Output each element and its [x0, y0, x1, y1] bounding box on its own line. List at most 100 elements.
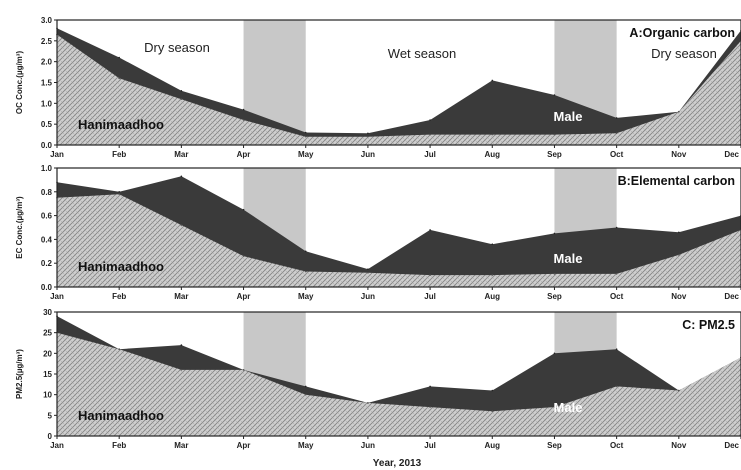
point-male — [615, 117, 618, 119]
x-tick-label: Mar — [174, 441, 188, 450]
x-tick-label: Jun — [361, 292, 375, 301]
point-hanimaadhoo — [491, 410, 494, 413]
y-tick-label: 1.0 — [41, 99, 53, 108]
season-annotation-1: Dry season — [144, 40, 210, 55]
point-male — [118, 191, 120, 193]
y-tick-label: 2.5 — [41, 37, 53, 46]
x-tick-label: Apr — [237, 292, 251, 301]
point-male — [180, 344, 183, 346]
series-label-hanimaadhoo: Hanimaadhoo — [78, 117, 164, 132]
y-tick-label: 5 — [48, 411, 53, 420]
point-male — [429, 229, 431, 231]
x-tick-label: May — [298, 292, 314, 301]
y-tick-label: 25 — [43, 329, 52, 338]
x-tick-label: May — [298, 441, 314, 450]
y-tick-label: 0.6 — [41, 212, 53, 221]
x-tick-label: Feb — [112, 150, 126, 159]
point-male — [553, 232, 556, 235]
y-tick-label: 0 — [48, 432, 53, 441]
x-tick-label: Jun — [361, 441, 375, 450]
y-tick-label: 2.0 — [41, 58, 53, 67]
point-hanimaadhoo — [615, 132, 618, 135]
x-tick-label: Aug — [484, 441, 500, 450]
series-area-hanimaadhoo — [57, 332, 741, 436]
series-area-hanimaadhoo — [57, 34, 741, 145]
panel-title: C: PM2.5 — [682, 318, 735, 332]
x-tick-label: Apr — [237, 441, 251, 450]
y-tick-label: 3.0 — [41, 16, 53, 25]
y-tick-label: 0.5 — [41, 120, 53, 129]
point-male — [367, 268, 369, 270]
point-hanimaadhoo — [242, 119, 245, 121]
point-hanimaadhoo — [118, 193, 120, 195]
x-tick-label: Jan — [50, 292, 64, 301]
point-hanimaadhoo — [615, 273, 618, 275]
y-tick-label: 15 — [43, 370, 52, 379]
point-hanimaadhoo — [678, 110, 680, 113]
series-label-male: Male — [554, 400, 583, 415]
point-male — [304, 250, 307, 253]
point-male — [491, 79, 494, 82]
x-tick-label: Feb — [112, 441, 126, 450]
x-tick-label: Aug — [484, 150, 500, 159]
y-axis-label: OC Conc.(µg/m³) — [15, 51, 24, 115]
x-tick-label: Oct — [610, 292, 624, 301]
y-tick-label: 20 — [43, 349, 52, 358]
point-male — [304, 131, 307, 134]
chart-panel-3: 0 5 10 15 20 25 30 Jan Feb Mar Apr May Jun Jul Aug Sep O… — [15, 308, 741, 450]
point-male — [367, 132, 369, 135]
x-tick-label: Mar — [174, 292, 188, 301]
point-hanimaadhoo — [429, 406, 431, 408]
point-male — [180, 175, 183, 178]
point-male — [118, 56, 120, 59]
x-tick-label: May — [298, 150, 314, 159]
point-hanimaadhoo — [304, 135, 307, 138]
point-male — [491, 243, 494, 245]
x-tick-label: Dec — [724, 441, 739, 450]
point-male — [615, 226, 618, 229]
point-male — [429, 385, 431, 388]
x-tick-label: Mar — [174, 150, 188, 159]
point-male — [553, 94, 556, 96]
point-male — [553, 352, 556, 355]
x-tick-label: Aug — [484, 292, 500, 301]
series-label-hanimaadhoo: Hanimaadhoo — [78, 259, 164, 274]
y-tick-label: 0.0 — [41, 141, 53, 150]
x-tick-label: Sep — [547, 150, 562, 159]
panel-title: B:Elemental carbon — [618, 174, 735, 188]
point-hanimaadhoo — [553, 273, 556, 275]
point-hanimaadhoo — [429, 274, 431, 276]
x-tick-label: Oct — [610, 441, 624, 450]
point-hanimaadhoo — [304, 270, 307, 273]
point-male — [180, 90, 183, 92]
y-tick-label: 0.2 — [41, 259, 53, 268]
y-tick-label: 1.0 — [41, 164, 53, 173]
y-tick-label: 0.0 — [41, 283, 53, 292]
x-tick-label: Jul — [424, 150, 436, 159]
point-hanimaadhoo — [367, 135, 369, 138]
point-hanimaadhoo — [553, 406, 556, 408]
point-hanimaadhoo — [118, 77, 120, 80]
point-hanimaadhoo — [678, 254, 680, 256]
point-hanimaadhoo — [491, 274, 494, 276]
point-male — [304, 385, 307, 388]
point-hanimaadhoo — [242, 369, 245, 371]
x-tick-label: Jan — [50, 441, 64, 450]
y-axis-label: EC Conc.(µg/m³) — [15, 196, 24, 259]
series-area-hanimaadhoo — [57, 194, 741, 287]
y-tick-label: 30 — [43, 308, 52, 317]
series-label-hanimaadhoo: Hanimaadhoo — [78, 408, 164, 423]
series-label-male: Male — [554, 109, 583, 124]
point-hanimaadhoo — [615, 385, 618, 388]
point-hanimaadhoo — [553, 133, 556, 136]
y-tick-label: 10 — [43, 391, 52, 400]
y-tick-label: 0.4 — [41, 235, 53, 244]
x-tick-label: Dec — [724, 150, 739, 159]
chart-panel-2: 0.0 0.2 0.4 0.6 0.8 1.0 Jan Feb Mar Apr May Jun Jul A… — [15, 164, 741, 301]
point-hanimaadhoo — [429, 133, 431, 136]
x-tick-label: Feb — [112, 292, 126, 301]
point-male — [242, 108, 245, 111]
y-axis-label: PM2.5(µg/m³) — [15, 349, 24, 399]
point-male — [429, 119, 431, 121]
x-axis-label: Year, 2013 — [373, 458, 422, 469]
